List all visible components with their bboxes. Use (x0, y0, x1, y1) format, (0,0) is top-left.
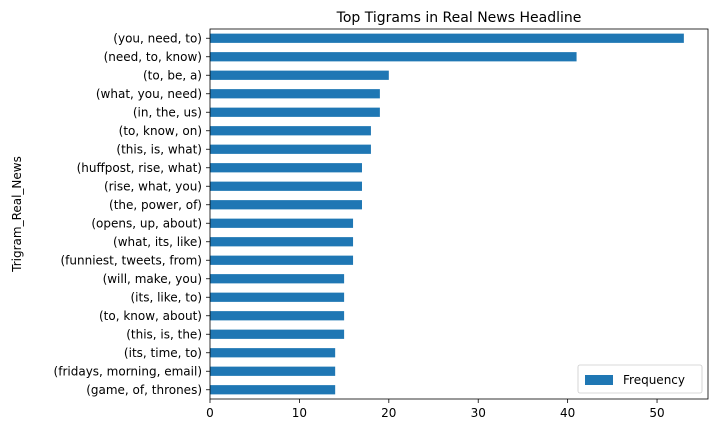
bar (210, 144, 371, 154)
x-tick-label: 0 (206, 406, 214, 420)
y-tick-label: (in, the, us) (133, 105, 202, 119)
x-axis-ticks: 0 10 20 30 40 50 (206, 399, 665, 420)
bar (210, 292, 345, 302)
x-tick-label: 40 (560, 406, 575, 420)
y-tick-label: (need, to, know) (104, 50, 202, 64)
bar (210, 329, 345, 339)
y-tick-label: (rise, what, you) (104, 179, 202, 193)
bar (210, 366, 336, 376)
legend-label: Frequency (623, 373, 685, 387)
y-tick-label: (you, need, to) (113, 31, 202, 45)
bar (210, 181, 362, 191)
legend-box (577, 364, 703, 394)
bar (210, 385, 336, 395)
y-tick-label: (its, like, to) (130, 290, 202, 304)
y-tick-label: (its, time, to) (124, 346, 202, 360)
bar (210, 33, 684, 43)
bars-group (210, 33, 684, 395)
y-tick-label: (to, know, on) (119, 124, 202, 138)
y-tick-label: (this, is, what) (116, 142, 202, 156)
y-tick-label: (to, know, about) (99, 309, 202, 323)
bar (210, 311, 345, 321)
bar (210, 255, 354, 265)
y-tick-label: (fridays, morning, email) (54, 364, 202, 378)
x-tick-label: 30 (471, 406, 486, 420)
y-tick-label: (to, be, a) (143, 68, 202, 82)
bar (210, 218, 354, 228)
y-tick-label: (opens, up, about) (91, 216, 202, 230)
y-tick-label: (huffpost, rise, what) (77, 161, 202, 175)
y-tick-label: (the, power, of) (109, 198, 202, 212)
y-tick-label: (game, of, thrones) (86, 383, 202, 397)
y-tick-label: (will, make, you) (103, 272, 202, 286)
bar (210, 89, 380, 99)
bar (210, 70, 389, 80)
legend: Frequency (577, 364, 703, 394)
bar (210, 126, 371, 136)
bar (210, 348, 336, 358)
x-tick-label: 50 (649, 406, 664, 420)
chart-title: Top Tigrams in Real News Headline (336, 10, 582, 26)
bar (210, 52, 577, 62)
bar (210, 237, 354, 247)
y-tick-label: (funniest, tweets, from) (60, 253, 202, 267)
y-tick-label: (what, you, need) (96, 87, 202, 101)
plot-frame (209, 28, 709, 400)
bar (210, 107, 380, 117)
x-tick-label: 10 (292, 406, 307, 420)
y-axis-label: Trigram_Real_News (10, 156, 24, 273)
y-tick-label: (what, its, like) (113, 235, 202, 249)
x-tick-label: 20 (381, 406, 396, 420)
bar (210, 200, 362, 210)
bar (210, 274, 345, 284)
y-tick-label: (this, is, the) (126, 327, 202, 341)
y-axis-ticks: (you, need, to) (need, to, know) (to, be, … (54, 31, 210, 397)
legend-swatch (585, 375, 613, 385)
bar (210, 163, 362, 173)
